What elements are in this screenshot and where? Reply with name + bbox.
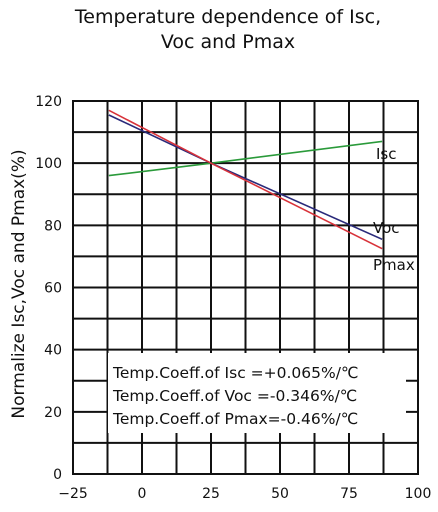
chart-title-line-1: Temperature dependence of Isc, [74, 6, 381, 28]
y-tick-label: 100 [35, 156, 62, 172]
x-tick-labels: −25 0 25 50 75 100 [58, 486, 431, 502]
y-tick-label: 120 [35, 94, 62, 110]
y-tick-label: 0 [53, 467, 62, 483]
y-tick-label: 80 [44, 218, 62, 234]
y-tick-label: 20 [44, 405, 62, 421]
y-axis-title: Normalize Isc,Voc and Pmax(%) [9, 149, 29, 418]
coefficient-voc: Temp.Coeff.of Voc =-0.346%/℃ [112, 387, 357, 405]
series-lines [108, 109, 383, 250]
x-tick-label: 50 [271, 486, 289, 502]
y-tick-label: 60 [44, 281, 62, 297]
series-label-isc: Isc [376, 145, 397, 163]
chart-title: Temperature dependence of Isc, Voc and P… [74, 6, 381, 53]
series-label-voc: Voc [373, 219, 400, 237]
x-tick-label: −25 [58, 486, 88, 502]
y-tick-label: 40 [44, 343, 62, 359]
series-line-pmax [108, 109, 383, 250]
x-tick-label: 0 [138, 486, 147, 502]
coefficient-annotations: Temp.Coeff.of Isc =+0.065%/℃ Temp.Coeff.… [108, 353, 406, 433]
x-tick-label: 100 [405, 486, 432, 502]
chart-title-line-2: Voc and Pmax [161, 31, 295, 53]
x-tick-label: 75 [340, 486, 358, 502]
x-tick-label: 25 [202, 486, 220, 502]
coefficient-box [108, 353, 406, 433]
y-tick-labels: 0 20 40 60 80 100 120 [35, 94, 62, 483]
coefficient-pmax: Temp.Coeff.of Pmax=-0.46%/℃ [112, 410, 358, 428]
coefficient-isc: Temp.Coeff.of Isc =+0.065%/℃ [112, 364, 358, 382]
series-label-pmax: Pmax [373, 256, 415, 274]
